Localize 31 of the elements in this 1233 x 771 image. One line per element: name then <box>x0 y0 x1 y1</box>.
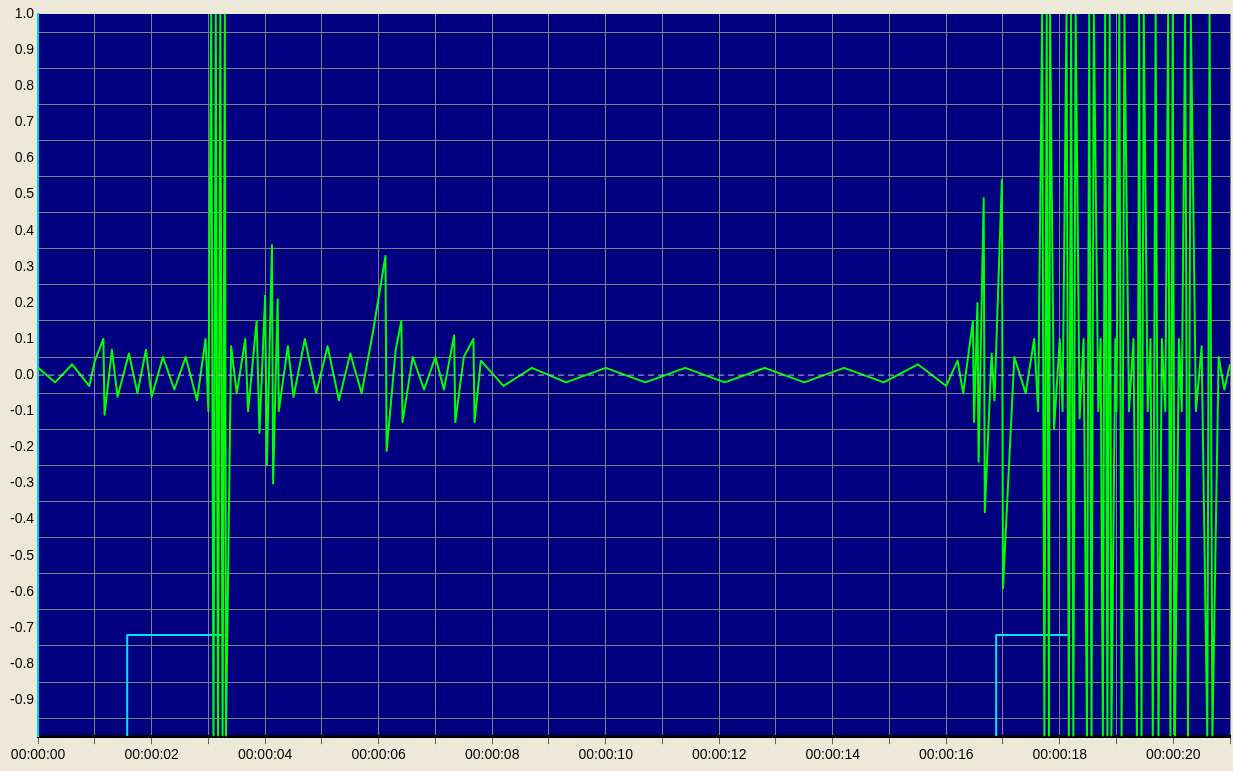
x-tick-label: 00:00:10 <box>578 746 634 763</box>
y-tick-label: 0.8 <box>14 77 35 94</box>
y-tick-label: -0.9 <box>10 690 35 707</box>
y-tick-label: 0.5 <box>14 185 35 202</box>
y-tick-label: -0.2 <box>10 438 35 455</box>
y-tick-label: -0.6 <box>10 582 35 599</box>
y-tick-label: 0.9 <box>14 40 35 57</box>
y-tick-label: 0.3 <box>14 257 35 274</box>
y-tick-label: 0.0 <box>14 365 35 382</box>
y-tick-label: -0.5 <box>10 546 35 563</box>
y-tick-label: 0.2 <box>14 293 35 310</box>
y-tick-label: 0.4 <box>14 221 35 238</box>
y-tick-label: 0.6 <box>14 149 35 166</box>
y-tick-label: -0.4 <box>10 510 35 527</box>
x-tick-label: 00:00:06 <box>351 746 407 763</box>
x-tick-label: 00:00:16 <box>918 746 974 763</box>
y-tick-label: 0.7 <box>14 113 35 130</box>
x-tick-label: 00:00:04 <box>237 746 293 763</box>
y-tick-label: 0.1 <box>14 329 35 346</box>
y-tick-label: -0.1 <box>10 402 35 419</box>
x-tick-label: 00:00:14 <box>805 746 861 763</box>
y-tick-label: -0.3 <box>10 474 35 491</box>
x-tick-label: 00:00:12 <box>691 746 747 763</box>
y-tick-label: 1.0 <box>14 4 35 21</box>
x-tick-label: 00:00:08 <box>464 746 520 763</box>
x-tick-label: 00:00:18 <box>1032 746 1088 763</box>
y-tick-label: -0.8 <box>10 654 35 671</box>
x-tick-label: 00:00:00 <box>10 746 66 763</box>
y-tick-label: -0.7 <box>10 618 35 635</box>
x-tick-label: 00:00:02 <box>124 746 180 763</box>
x-tick-label: 00:00:20 <box>1145 746 1201 763</box>
